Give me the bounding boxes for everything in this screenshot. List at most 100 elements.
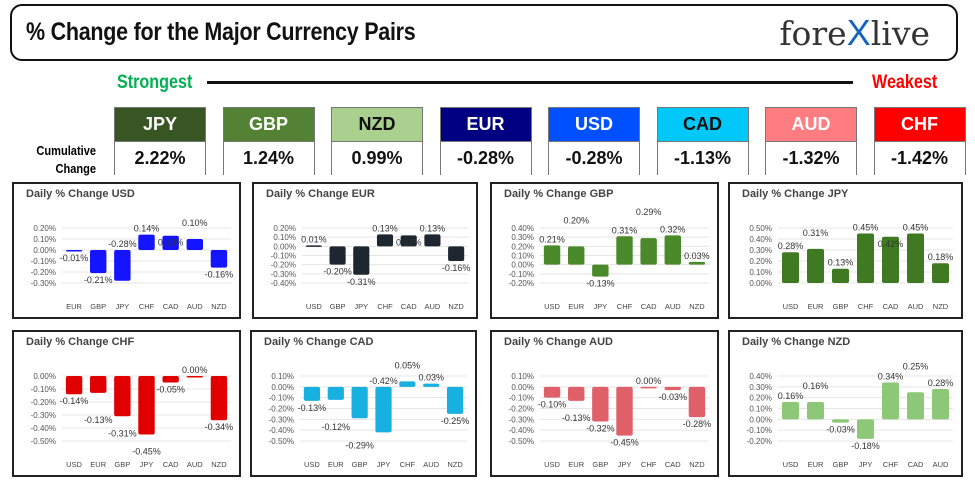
y-tick-label: 0.00%	[271, 383, 294, 392]
x-tick-label: NZD	[689, 460, 705, 469]
bar-jpy	[114, 250, 131, 281]
x-tick-label: JPY	[618, 460, 632, 469]
bar-gbp	[90, 250, 107, 274]
y-tick-label: -0.10%	[509, 270, 534, 279]
x-tick-label: USD	[544, 460, 560, 469]
chart-title: Daily % Change JPY	[742, 188, 849, 200]
bar-nzd	[210, 250, 228, 268]
currency-box-nzd: NZD 0.99%	[331, 107, 423, 175]
x-tick-label: CAD	[883, 302, 899, 311]
chart-usd: -0.30% -0.20% -0.10% 0.00% 0.10% 0.20% EUR GBP J…	[31, 218, 234, 311]
data-label: 0.20%	[563, 215, 589, 225]
data-label: -0.34%	[205, 422, 234, 432]
bar-usd	[303, 386, 321, 401]
currency-box-gbp: GBP 1.24%	[222, 107, 315, 175]
data-label: -0.13%	[586, 279, 615, 289]
data-label: -0.16%	[442, 263, 471, 273]
data-label: -0.13%	[562, 413, 591, 423]
cumulative-label-line1: Cumulative	[36, 143, 96, 158]
x-tick-label: GBP	[592, 460, 608, 469]
y-tick-label: -0.20%	[31, 268, 56, 277]
x-tick-label: EUR	[328, 460, 344, 469]
y-tick-label: -0.20%	[747, 437, 772, 446]
data-label: -0.45%	[610, 438, 639, 448]
y-tick-label: -0.20%	[31, 398, 56, 407]
x-tick-label: USD	[306, 302, 322, 311]
y-tick-label: 0.00%	[33, 372, 56, 381]
x-tick-label: USD	[783, 302, 799, 311]
currency-cumulative-value: -0.28%	[549, 141, 639, 175]
x-tick-label: JPY	[354, 302, 368, 311]
chart-panel-chf: Daily % Change CHF -0.50% -0.40% -0.30% -0.2…	[12, 330, 241, 477]
y-tick-label: -0.50%	[31, 437, 56, 446]
data-label: 0.00%	[636, 376, 662, 386]
bar-eur	[807, 248, 824, 283]
x-tick-label: CAD	[401, 302, 417, 311]
data-label: -0.31%	[347, 277, 376, 287]
data-label: 0.21%	[539, 234, 565, 244]
y-tick-label: 0.40%	[749, 372, 772, 381]
y-tick-label: 0.40%	[749, 235, 772, 244]
chart-panel-usd: Daily % Change USD -0.30% -0.20% -0.10% 0.00…	[12, 182, 241, 319]
bar-eur	[807, 402, 824, 420]
x-tick-label: JPY	[859, 460, 873, 469]
chart-title: Daily % Change CHF	[26, 336, 135, 348]
bar-jpy	[353, 246, 370, 275]
data-label: -0.16%	[205, 270, 234, 280]
x-tick-label: CAD	[641, 302, 657, 311]
y-tick-label: -0.20%	[271, 261, 296, 270]
y-tick-label: -0.10%	[509, 394, 534, 403]
x-tick-label: EUR	[568, 302, 584, 311]
y-tick-label: 0.00%	[511, 261, 534, 270]
data-label: -0.32%	[586, 424, 615, 434]
bar-gbp	[351, 386, 368, 419]
x-tick-label: USD	[66, 460, 82, 469]
x-tick-label: AUD	[423, 460, 439, 469]
y-tick-label: -0.30%	[31, 279, 56, 288]
bar-cad	[640, 238, 657, 265]
x-tick-label: GBP	[90, 302, 106, 311]
bar-gbp	[329, 246, 346, 265]
bar-nzd	[446, 386, 464, 414]
bar-cad	[162, 376, 179, 383]
bar-gbp	[832, 419, 849, 423]
bar-aud	[186, 239, 203, 250]
page-title: % Change for the Major Currency Pairs	[26, 18, 416, 46]
bar-cad	[882, 236, 899, 283]
data-label: 0.01%	[301, 234, 327, 244]
bar-aud	[423, 383, 440, 387]
chart-title: Daily % Change CAD	[264, 336, 374, 348]
bar-usd	[543, 245, 561, 265]
data-label: 0.14%	[134, 224, 160, 234]
currency-cumulative-value: -0.28%	[440, 141, 531, 175]
data-label: 0.05%	[395, 360, 421, 370]
bar-cad	[907, 392, 924, 420]
x-tick-label: JPY	[377, 460, 391, 469]
x-tick-label: AUD	[187, 302, 203, 311]
y-tick-label: -0.10%	[31, 257, 56, 266]
y-tick-label: -0.30%	[509, 415, 534, 424]
y-tick-label: 0.10%	[511, 372, 534, 381]
data-label: 0.42%	[878, 239, 904, 249]
y-tick-label: 0.40%	[511, 224, 534, 233]
y-tick-label: -0.40%	[31, 424, 56, 433]
x-tick-label: NZD	[211, 302, 227, 311]
x-tick-label: CAD	[163, 460, 179, 469]
data-label: -0.25%	[441, 416, 470, 426]
y-tick-label: -0.40%	[271, 279, 296, 288]
bar-jpy	[857, 419, 874, 439]
cumulative-label-line2: Change	[55, 161, 96, 176]
data-label: 0.03%	[418, 373, 444, 383]
x-tick-label: CHF	[377, 302, 393, 311]
chart-panel-jpy: Daily % Change JPY 0.00% 0.10% 0.20% 0.30% 0.…	[728, 182, 963, 319]
data-label: -0.10%	[538, 400, 567, 410]
y-tick-label: 0.20%	[749, 394, 772, 403]
x-tick-label: CHF	[617, 302, 633, 311]
chart-panel-gbp: Daily % Change GBP -0.20% -0.10% 0.00% 0.10%…	[490, 182, 719, 319]
y-tick-label: -0.40%	[269, 426, 294, 435]
bar-usd	[305, 245, 322, 247]
data-label: -0.21%	[84, 275, 113, 285]
data-label: 0.28%	[928, 378, 954, 388]
bar-jpy	[138, 376, 155, 435]
data-label: -0.28%	[108, 239, 137, 249]
